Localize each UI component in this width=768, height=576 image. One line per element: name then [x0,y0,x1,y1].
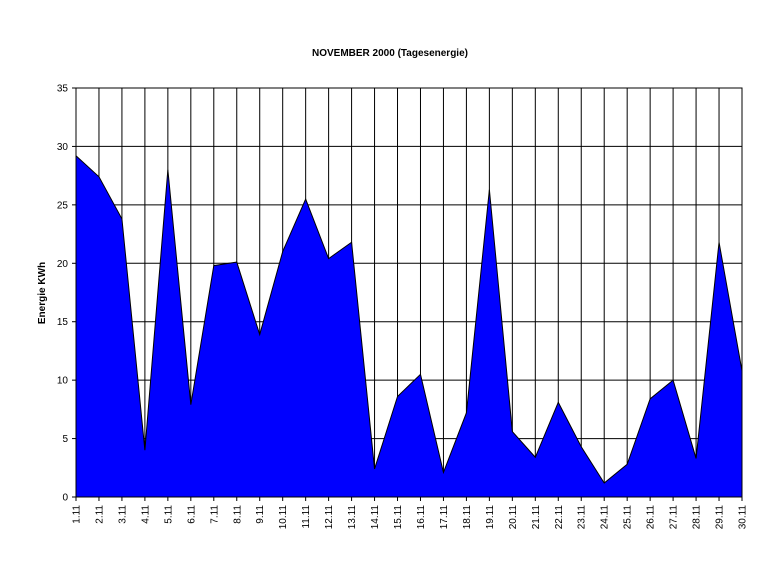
x-tick-label: 27.11 [669,505,680,530]
y-tick-label: 5 [62,434,68,445]
x-tick-label: 23.11 [577,505,588,530]
y-tick-label: 10 [57,376,69,387]
y-tick-label: 15 [57,317,69,328]
x-tick-label: 18.11 [462,505,473,530]
x-tick-label: 30.11 [738,505,749,530]
y-tick-label: 20 [57,259,69,270]
y-tick-label: 25 [57,200,69,211]
x-tick-label: 16.11 [416,505,427,530]
x-tick-label: 12.11 [324,505,335,530]
x-tick-label: 10.11 [278,505,289,530]
x-tick-label: 1.11 [72,505,83,524]
chart-title: NOVEMBER 2000 (Tagesenergie) [312,48,468,59]
x-tick-label: 4.11 [140,505,151,524]
x-tick-label: 13.11 [347,505,358,530]
y-axis-label: Energie KWh [37,262,48,324]
y-tick-label: 35 [57,84,69,95]
x-tick-label: 28.11 [692,505,703,530]
x-tick-label: 11.11 [301,505,312,529]
x-tick-label: 3.11 [117,505,128,524]
x-tick-label: 8.11 [232,505,243,524]
x-tick-label: 20.11 [508,505,519,530]
x-tick-label: 5.11 [163,505,174,524]
x-tick-label: 6.11 [186,505,197,524]
x-tick-label: 15.11 [393,505,404,530]
x-tick-label: 19.11 [485,505,496,530]
plot-border [75,87,743,498]
x-tick-label: 29.11 [715,505,726,530]
x-tick-label: 25.11 [623,505,634,530]
series-area [75,154,743,498]
y-tick-label: 30 [57,142,69,153]
x-tick-label: 9.11 [255,505,266,524]
x-tick-label: 2.11 [94,505,105,524]
x-tick-label: 7.11 [209,505,220,524]
y-axis-ticks: 0 5 10 15 20 25 30 35 [57,84,76,504]
x-tick-label: 14.11 [370,505,381,530]
y-tick-label: 0 [62,493,68,504]
x-tick-label: 24.11 [600,505,611,530]
x-tick-label: 17.11 [439,505,450,530]
x-tick-label: 21.11 [531,505,542,530]
x-tick-label: 26.11 [646,505,657,530]
x-axis-ticks: 1.11 2.11 3.11 4.11 5.11 6.11 7.11 8.11 9.11 10.1… [72,497,749,529]
x-tick-label: 22.11 [554,505,565,530]
